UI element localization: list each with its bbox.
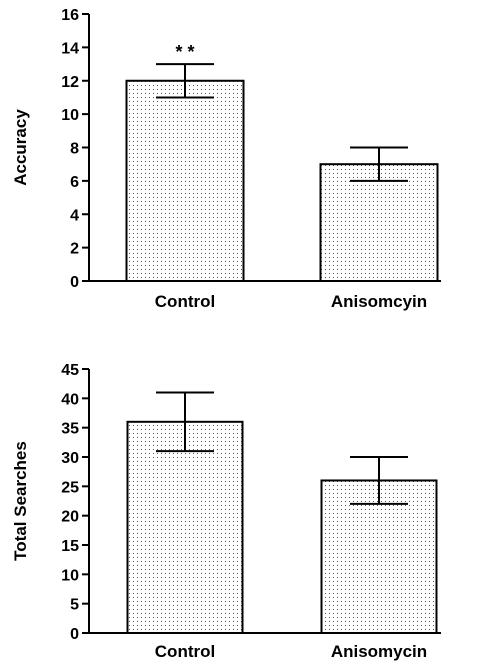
category-label: Anisomcyin: [331, 292, 427, 311]
y-tick-label: 40: [61, 391, 79, 408]
y-tick-label: 14: [61, 40, 79, 57]
bar-control: [125, 79, 245, 282]
bars: * *: [125, 42, 439, 282]
y-tick-label: 2: [70, 241, 79, 258]
y-tick-label: 30: [61, 450, 79, 467]
category-label: Control: [155, 642, 215, 661]
y-axis-title: Total Searches: [11, 441, 30, 561]
y-tick-label: 20: [61, 509, 79, 526]
y-tick-label: 45: [61, 362, 79, 379]
y-tick-label: 15: [61, 538, 79, 555]
total-searches-chart: Total Searches 0 5 10 15 20 25 30 35 40 45 Contro…: [11, 362, 441, 661]
category-labels: Control Anisomycin: [155, 642, 427, 661]
y-tick-label: 8: [70, 141, 79, 158]
y-axis-title: Accuracy: [11, 109, 30, 186]
y-tick-label: 0: [70, 274, 79, 291]
significance-annotation: * *: [175, 42, 194, 62]
y-tick-label: 4: [70, 207, 79, 224]
y-tick-label: 16: [61, 7, 79, 24]
bar-control: [126, 420, 244, 634]
y-tick-label: 0: [70, 626, 79, 643]
category-label: Control: [155, 292, 215, 311]
y-axis-ticks: 0 5 10 15 20 25 30 35 40 45: [61, 362, 441, 643]
accuracy-chart: Accuracy 0 2 4 6 8 10 12 14 16 * * Control Anisom…: [11, 7, 441, 311]
y-tick-label: 35: [61, 421, 79, 438]
bar-anisomycin: [320, 479, 438, 635]
y-tick-label: 25: [61, 479, 79, 496]
y-tick-label: 10: [61, 567, 79, 584]
category-labels: Control Anisomcyin: [155, 292, 427, 311]
y-tick-label: 10: [61, 107, 79, 124]
y-tick-label: 6: [70, 174, 79, 191]
bars: [126, 391, 438, 635]
y-tick-label: 5: [70, 597, 79, 614]
category-label: Anisomycin: [331, 642, 427, 661]
y-tick-label: 12: [61, 74, 79, 91]
